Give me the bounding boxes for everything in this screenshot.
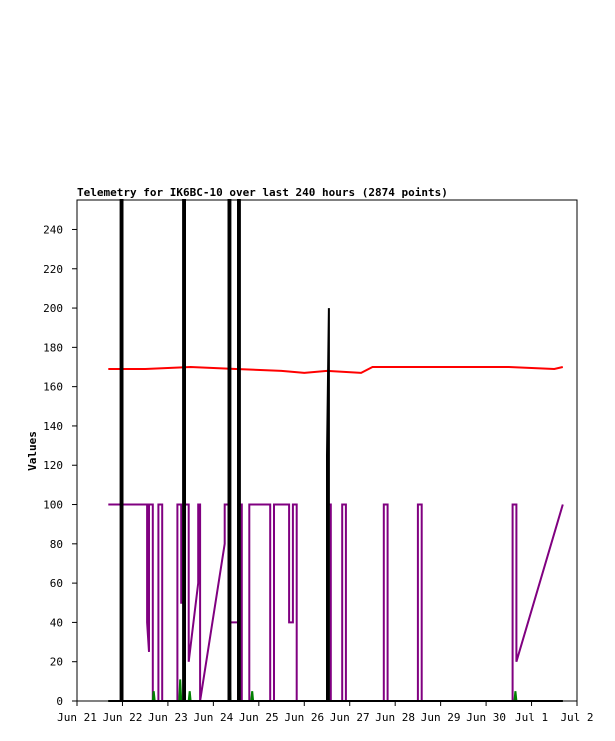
x-tick-label: Jun 30: [466, 711, 506, 724]
y-tick-label: 80: [50, 538, 63, 551]
x-tick-label: Jul 1: [515, 711, 548, 724]
y-tick-label: 40: [50, 616, 63, 629]
y-tick-label: 220: [43, 263, 63, 276]
y-tick-label: 180: [43, 341, 63, 354]
chart-title: Telemetry for IK6BC-10 over last 240 hou…: [77, 186, 448, 199]
y-tick-label: 20: [50, 656, 63, 669]
x-tick-label: Jun 22: [103, 711, 143, 724]
y-tick-label: 200: [43, 302, 63, 315]
x-tick-label: Jun 28: [375, 711, 415, 724]
y-axis: 0 20 40 60 80 100 120 140 160 180 200 220 240: [43, 223, 77, 708]
series-line-1: [108, 503, 564, 702]
x-tick-label: Jun 24: [193, 711, 233, 724]
x-axis: Jun 21 Jun 22 Jun 23 Jun 24 Jun 25 Jun 26 Jun …: [57, 701, 594, 724]
x-tick-label: Jun 21: [57, 711, 97, 724]
y-tick-label: 60: [50, 577, 63, 590]
y-tick-label: 0: [56, 695, 63, 708]
series-layer: [108, 199, 564, 702]
y-tick-label: 140: [43, 420, 63, 433]
x-tick-label: Jun 29: [421, 711, 461, 724]
x-tick-label: Jul 2: [560, 711, 593, 724]
series-line-0: [108, 365, 564, 374]
y-tick-label: 240: [43, 223, 63, 236]
y-axis-label: Values: [26, 431, 39, 471]
y-tick-label: 100: [43, 499, 63, 512]
y-tick-label: 160: [43, 381, 63, 394]
plot-frame: [76, 199, 578, 702]
x-tick-label: Jun 27: [330, 711, 370, 724]
x-tick-label: Jun 25: [239, 711, 279, 724]
x-tick-label: Jun 26: [284, 711, 324, 724]
y-tick-label: 120: [43, 459, 63, 472]
x-tick-label: Jun 23: [148, 711, 188, 724]
